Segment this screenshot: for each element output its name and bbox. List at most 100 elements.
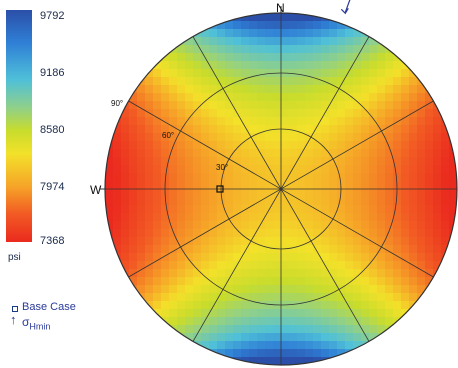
heatmap-cell <box>281 317 290 326</box>
heatmap-cell <box>169 197 178 206</box>
heatmap-cell <box>353 309 362 318</box>
heatmap-cell <box>305 261 314 270</box>
heatmap-cell <box>329 253 338 262</box>
heatmap-cell <box>209 101 218 110</box>
heatmap-cell <box>249 301 258 310</box>
heatmap-cell <box>273 357 282 365</box>
heatmap-cell <box>313 45 322 54</box>
heatmap-cell <box>297 349 306 358</box>
heatmap-cell <box>385 69 394 78</box>
heatmap-cell <box>353 61 362 70</box>
heatmap-cell <box>401 125 410 134</box>
heatmap-cell <box>273 133 282 142</box>
heatmap-cell <box>377 325 386 334</box>
heatmap-cell <box>353 149 362 158</box>
heatmap-cell <box>129 133 138 142</box>
heatmap-cell <box>225 325 234 334</box>
heatmap-cell <box>241 173 250 182</box>
heatmap-cell <box>337 69 346 78</box>
heatmap-cell <box>281 325 290 334</box>
heatmap-cell <box>265 253 274 262</box>
heatmap-cell <box>137 253 146 262</box>
heatmap-cell <box>441 149 450 158</box>
heatmap-cell <box>177 309 186 318</box>
arrow-up-icon: ↑ <box>10 312 17 327</box>
heatmap-cell <box>361 309 370 318</box>
shmin-direction-line <box>344 0 351 13</box>
heatmap-cell <box>161 229 170 238</box>
heatmap-cell <box>241 29 250 38</box>
heatmap-cell <box>209 77 218 86</box>
heatmap-cell <box>121 133 130 142</box>
heatmap-cell <box>401 173 410 182</box>
heatmap-cell <box>169 157 178 166</box>
heatmap-cell <box>337 93 346 102</box>
heatmap-cell <box>289 325 298 334</box>
heatmap-cell <box>121 173 130 182</box>
heatmap-cell <box>161 245 170 254</box>
heatmap-cell <box>297 325 306 334</box>
heatmap-cell <box>337 357 346 365</box>
heatmap-cell <box>289 197 298 206</box>
heatmap-cell <box>289 101 298 110</box>
heatmap-cell <box>257 165 266 174</box>
heatmap-cell <box>137 189 146 198</box>
heatmap-cell <box>137 277 146 286</box>
heatmap-cell <box>385 101 394 110</box>
heatmap-cell <box>105 173 114 182</box>
heatmap-cell <box>233 69 242 78</box>
heatmap-cell <box>257 357 266 365</box>
heatmap-cell <box>257 349 266 358</box>
heatmap-cell <box>401 205 410 214</box>
heatmap-cell <box>281 309 290 318</box>
heatmap-cell <box>385 237 394 246</box>
heatmap-cell <box>209 189 218 198</box>
heatmap-cell <box>241 301 250 310</box>
heatmap-cell <box>369 53 378 62</box>
heatmap-cell <box>185 125 194 134</box>
heatmap-cell <box>377 245 386 254</box>
heatmap-cell <box>145 181 154 190</box>
heatmap-cell <box>329 85 338 94</box>
heatmap-cell <box>385 301 394 310</box>
heatmap-cell <box>185 197 194 206</box>
heatmap-cell <box>257 93 266 102</box>
heatmap-cell <box>369 333 378 342</box>
heatmap-cell <box>305 53 314 62</box>
heatmap-cell <box>177 317 186 326</box>
heatmap-cell <box>433 109 442 118</box>
heatmap-cell <box>169 285 178 294</box>
heatmap-cell <box>281 109 290 118</box>
heatmap-cell <box>121 197 130 206</box>
heatmap-cell <box>425 269 434 278</box>
heatmap-cell <box>129 109 138 118</box>
heatmap-cell <box>225 317 234 326</box>
heatmap-cell <box>233 277 242 286</box>
heatmap-cell <box>217 29 226 38</box>
heatmap-cell <box>361 85 370 94</box>
heatmap-cell <box>377 93 386 102</box>
heatmap-cell <box>353 165 362 174</box>
heatmap-cell <box>121 261 130 270</box>
heatmap-cell <box>337 341 346 350</box>
heatmap-cell <box>273 101 282 110</box>
heatmap-cell <box>233 29 242 38</box>
heatmap-cell <box>233 317 242 326</box>
heatmap-cell <box>145 117 154 126</box>
heatmap-cell <box>377 293 386 302</box>
heatmap-cell <box>193 253 202 262</box>
heatmap-cell <box>337 349 346 358</box>
heatmap-cell <box>305 125 314 134</box>
heatmap-cell <box>305 205 314 214</box>
heatmap-cell <box>425 149 434 158</box>
heatmap-cell <box>265 85 274 94</box>
heatmap-cell <box>169 229 178 238</box>
heatmap-cell <box>225 333 234 342</box>
heatmap-cell <box>233 157 242 166</box>
heatmap-cell <box>161 109 170 118</box>
heatmap-cell <box>273 93 282 102</box>
inclination-label: 90° <box>111 99 123 108</box>
heatmap-cell <box>177 253 186 262</box>
heatmap-cell <box>353 253 362 262</box>
